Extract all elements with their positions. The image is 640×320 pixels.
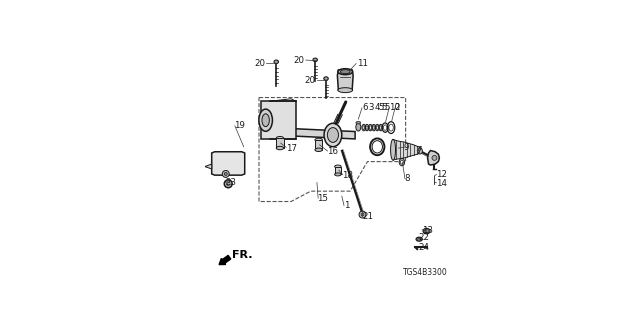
- Circle shape: [227, 182, 230, 186]
- Polygon shape: [271, 128, 355, 139]
- Ellipse shape: [399, 158, 404, 166]
- Ellipse shape: [338, 69, 353, 75]
- Text: 5: 5: [381, 103, 387, 112]
- Circle shape: [224, 180, 232, 188]
- Text: 23: 23: [226, 178, 237, 187]
- Text: 17: 17: [285, 144, 296, 153]
- Ellipse shape: [324, 77, 328, 80]
- Ellipse shape: [335, 173, 341, 176]
- Ellipse shape: [324, 123, 342, 147]
- Ellipse shape: [356, 123, 361, 131]
- Text: 15: 15: [317, 194, 328, 203]
- Text: 16: 16: [328, 147, 339, 156]
- Ellipse shape: [401, 160, 403, 164]
- Text: 13: 13: [422, 226, 433, 235]
- Text: 22: 22: [419, 234, 429, 243]
- Ellipse shape: [259, 109, 273, 131]
- Ellipse shape: [418, 148, 422, 154]
- Ellipse shape: [416, 237, 422, 241]
- Text: 6: 6: [362, 103, 367, 112]
- Text: 20: 20: [254, 59, 265, 68]
- Text: 19: 19: [234, 121, 244, 130]
- Text: 21: 21: [362, 212, 373, 221]
- Text: 5: 5: [379, 103, 384, 112]
- Ellipse shape: [356, 121, 361, 124]
- Text: 5: 5: [385, 103, 390, 112]
- Text: 8: 8: [404, 174, 410, 183]
- Polygon shape: [393, 140, 420, 160]
- Circle shape: [222, 171, 229, 177]
- Circle shape: [359, 211, 366, 218]
- Text: 20: 20: [305, 76, 316, 85]
- Text: 11: 11: [357, 59, 368, 68]
- Ellipse shape: [262, 114, 269, 127]
- Text: FR.: FR.: [232, 250, 252, 260]
- Text: 4: 4: [374, 103, 380, 112]
- Bar: [335, 166, 341, 174]
- Text: 2: 2: [394, 103, 400, 112]
- Bar: [276, 138, 284, 148]
- Polygon shape: [212, 152, 244, 175]
- Ellipse shape: [274, 60, 278, 64]
- Ellipse shape: [315, 138, 323, 142]
- Ellipse shape: [328, 128, 339, 142]
- Polygon shape: [428, 150, 440, 165]
- Text: 14: 14: [436, 179, 447, 188]
- Ellipse shape: [313, 58, 317, 61]
- Polygon shape: [262, 101, 296, 140]
- Text: TGS4B3300: TGS4B3300: [403, 268, 447, 277]
- Circle shape: [432, 156, 437, 160]
- Text: 24: 24: [419, 243, 429, 252]
- Ellipse shape: [424, 230, 429, 233]
- Ellipse shape: [423, 228, 430, 234]
- Text: 12: 12: [436, 170, 447, 179]
- Circle shape: [224, 172, 227, 175]
- FancyArrow shape: [219, 255, 231, 265]
- Ellipse shape: [417, 238, 421, 240]
- Ellipse shape: [340, 70, 350, 74]
- Text: 1: 1: [344, 202, 349, 211]
- Text: 18: 18: [342, 171, 353, 180]
- Ellipse shape: [338, 88, 353, 92]
- Text: 9: 9: [404, 143, 409, 152]
- Text: 7: 7: [417, 146, 422, 155]
- Polygon shape: [205, 164, 212, 169]
- Polygon shape: [337, 70, 353, 90]
- Ellipse shape: [335, 165, 341, 168]
- Circle shape: [361, 213, 364, 216]
- Bar: [315, 140, 323, 150]
- Text: 3: 3: [368, 103, 373, 112]
- Ellipse shape: [390, 139, 396, 160]
- Ellipse shape: [315, 148, 323, 151]
- Ellipse shape: [276, 136, 284, 140]
- Text: 10: 10: [388, 103, 399, 112]
- Ellipse shape: [276, 146, 284, 150]
- Text: 20: 20: [294, 56, 305, 65]
